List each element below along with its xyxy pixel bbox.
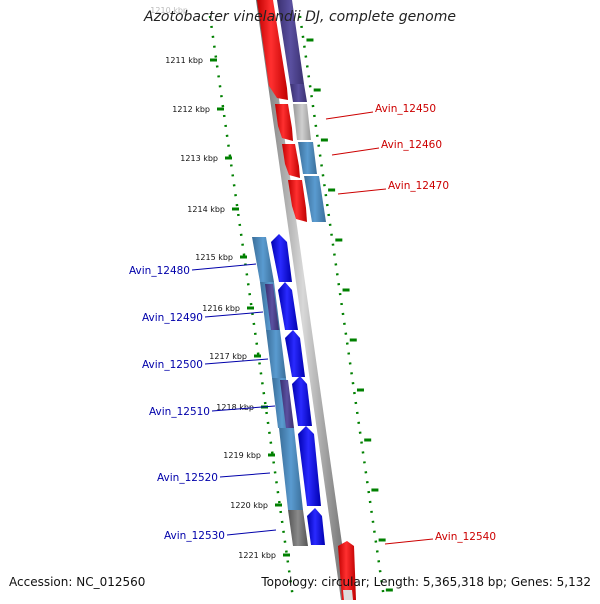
gene-arrow-avin-12540 [338,541,356,600]
gene-block-slate-12490 [265,284,279,330]
ruler-cut-label: 1210 kbp [150,6,188,15]
gene-arrow-avin-12480 [271,234,292,282]
ruler-tick-label: 1216 kbp [202,304,240,313]
gene-label-avin-12490[interactable]: Avin_12490 [142,312,203,324]
gene-block-grey-12450 [293,104,311,140]
gene-label-avin-12520[interactable]: Avin_12520 [157,472,218,484]
gene-arrow-avin-12540-stripe [343,590,353,600]
ruler-tick-label: 1218 kbp [216,403,254,412]
gene-label-leader [337,188,387,195]
gene-label-leader [204,358,269,365]
ruler-tick-label: 1213 kbp [180,154,218,163]
gene-label-avin-12510[interactable]: Avin_12510 [149,406,210,418]
gene-block-steel-12470 [304,176,326,222]
gene-arrow-avin-12490 [278,282,298,330]
gene-arrow-avin-12500 [285,330,305,377]
gene-arrow-avin-12530 [307,508,325,545]
gene-label-leader [226,529,277,536]
ruler-tick-label: 1220 kbp [230,501,268,510]
gene-block-steel-12480 [252,237,274,282]
gene-label-avin-12450[interactable]: Avin_12450 [375,103,436,115]
gene-label-avin-12500[interactable]: Avin_12500 [142,359,203,371]
gene-label-avin-12530[interactable]: Avin_12530 [164,530,225,542]
ruler-tick-label: 1211 kbp [165,56,203,65]
genome-backbone [256,0,350,600]
gene-arrow-red-top [257,0,288,100]
gene-arrow-avin-12450 [275,104,293,141]
accession-text: Accession: NC_012560 [9,575,146,589]
gene-label-avin-12480[interactable]: Avin_12480 [129,265,190,277]
ruler-tick-label: 1215 kbp [195,253,233,262]
genome-summary-text: Topology: circular; Length: 5,365,318 bp… [261,575,591,589]
ruler-tick-label: 1212 kbp [172,105,210,114]
gene-block-slate-top-end [290,84,307,102]
gene-block-slate-top [277,0,304,84]
gene-label-leader [384,538,434,545]
right-ruler-dashes [306,38,393,592]
gene-arrow-avin-12460 [282,144,300,178]
gene-label-leader [204,311,264,318]
genome-title: Azotobacter vinelandii DJ, complete geno… [144,9,456,25]
ruler-tick-label: 1221 kbp [238,551,276,560]
gene-label-leader [219,472,271,478]
right-tick-dotted-line [298,15,386,599]
gene-label-leader [331,147,380,156]
forward-strand-genes [257,0,356,600]
gene-block-slate-12510 [280,380,294,428]
gene-block-steel-12500 [266,330,286,378]
gene-label-leader [325,111,374,120]
gene-label-avin-12460[interactable]: Avin_12460 [381,139,442,151]
right-tick-track [298,15,386,599]
gene-label-avin-12470[interactable]: Avin_12470 [388,180,449,192]
gene-label-avin-12540[interactable]: Avin_12540 [435,531,496,543]
gene-label-leader [211,405,276,412]
backbone-strand [256,0,350,600]
gene-labels: Avin_12450 Avin_12460 Avin_12470 Avin_12540… [129,103,496,545]
gene-arrow-avin-12510 [292,376,312,426]
reverse-strand-genes [252,234,325,546]
gene-label-leader [191,263,257,271]
gene-block-steel-12460 [298,142,317,174]
gene-block-steel-12520 [279,428,303,510]
gene-arrow-avin-12470 [288,180,307,222]
gene-block-grey-12530 [288,510,308,546]
ruler-tick-label: 1214 kbp [187,205,225,214]
ruler-tick-label: 1219 kbp [223,451,261,460]
gene-arrow-avin-12520 [298,426,321,506]
ruler-tick-label: 1217 kbp [209,352,247,361]
